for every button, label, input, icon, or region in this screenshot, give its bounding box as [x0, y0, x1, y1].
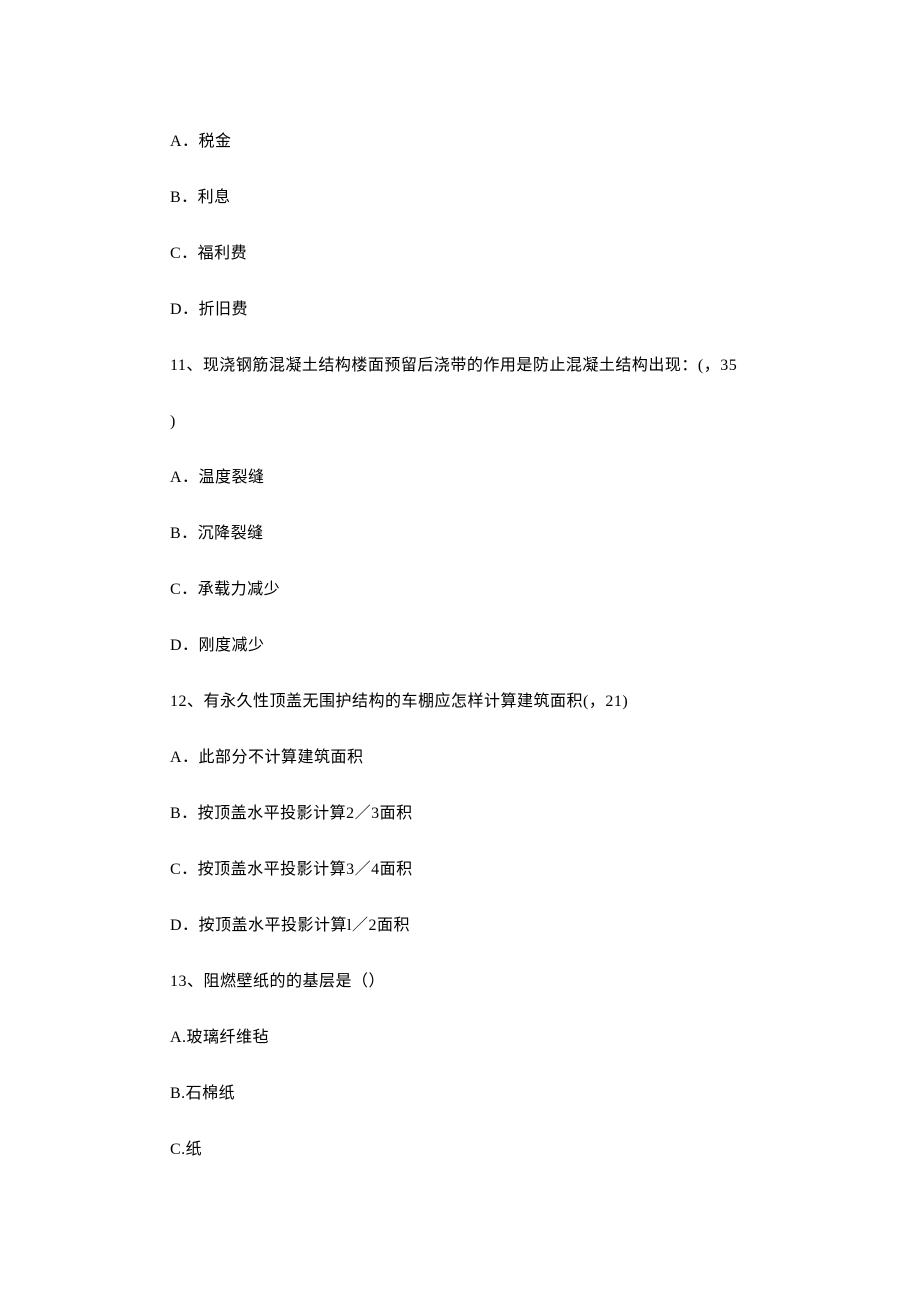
text-line: 12、有永久性顶盖无围护结构的车棚应怎样计算建筑面积(，21): [170, 690, 750, 714]
text-line: C.纸: [170, 1138, 750, 1162]
text-line: B．利息: [170, 186, 750, 210]
text-line: ): [170, 410, 750, 434]
text-line: A．此部分不计算建筑面积: [170, 746, 750, 770]
text-line: D．折旧费: [170, 298, 750, 322]
text-line: C．按顶盖水平投影计算3／4面积: [170, 858, 750, 882]
text-line: D．刚度减少: [170, 634, 750, 658]
text-line: B．按顶盖水平投影计算2／3面积: [170, 802, 750, 826]
text-line: C．承载力减少: [170, 578, 750, 602]
text-line: B.石棉纸: [170, 1082, 750, 1106]
text-line: D．按顶盖水平投影计算l／2面积: [170, 914, 750, 938]
text-line: A．温度裂缝: [170, 466, 750, 490]
text-line: B．沉降裂缝: [170, 522, 750, 546]
text-line: 13、阻燃壁纸的的基层是（）: [170, 970, 750, 994]
text-line: A．税金: [170, 130, 750, 154]
text-line: 11、现浇钢筋混凝土结构楼面预留后浇带的作用是防止混凝土结构出现：(，35: [170, 354, 750, 378]
text-line: C．福利费: [170, 242, 750, 266]
text-line: A.玻璃纤维毡: [170, 1026, 750, 1050]
